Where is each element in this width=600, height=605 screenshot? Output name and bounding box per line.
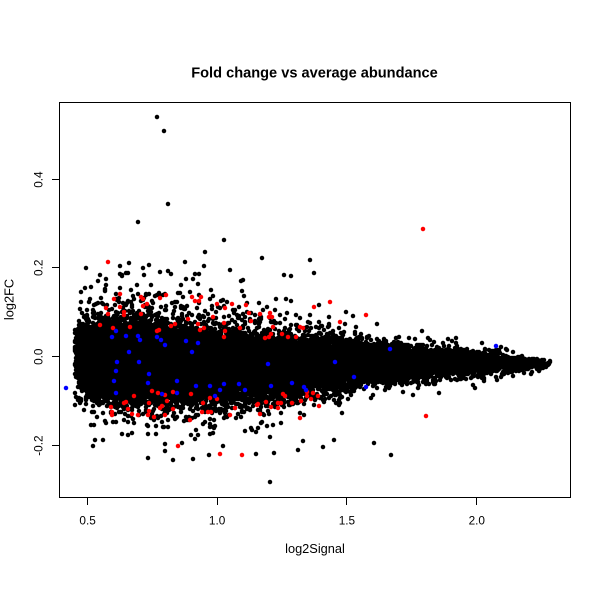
svg-text:1.0: 1.0 (209, 513, 226, 527)
svg-text:2.0: 2.0 (469, 513, 486, 527)
svg-text:-0.2: -0.2 (31, 435, 45, 455)
svg-text:log2FC: log2FC (2, 279, 17, 320)
svg-text:0.5: 0.5 (79, 513, 96, 527)
svg-text:0.4: 0.4 (31, 171, 45, 188)
svg-text:log2Signal: log2Signal (285, 541, 345, 556)
svg-text:0.2: 0.2 (31, 260, 45, 276)
svg-text:Fold change vs average abundan: Fold change vs average abundance (191, 66, 438, 82)
svg-text:1.5: 1.5 (339, 513, 356, 527)
svg-text:0.0: 0.0 (31, 348, 45, 365)
